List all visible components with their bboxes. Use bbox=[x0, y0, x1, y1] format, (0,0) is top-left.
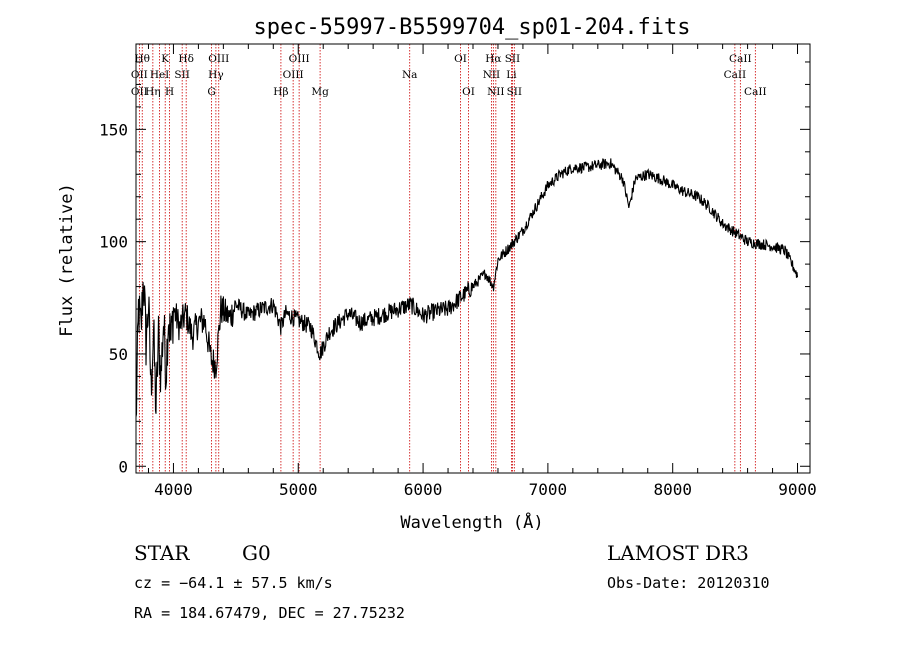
spectral-line-label: Hθ bbox=[134, 53, 149, 65]
spectral-line-label: G bbox=[207, 86, 215, 98]
x-tick-label: 8000 bbox=[653, 480, 692, 499]
spectral-line-label: H bbox=[165, 86, 174, 98]
x-axis-label: Wavelength (Å) bbox=[400, 511, 543, 533]
spectral-line-label: SII bbox=[507, 86, 523, 98]
y-tick-label: 50 bbox=[109, 345, 128, 364]
spectral-line-label: OIII bbox=[289, 53, 310, 65]
spectral-line-label: OII bbox=[131, 69, 148, 81]
spectral-line-label: CaII bbox=[744, 86, 767, 98]
obs-date: Obs-Date: 20120310 bbox=[607, 574, 770, 592]
spectral-line-label: NII bbox=[483, 69, 500, 81]
spectral-line-label: Hδ bbox=[178, 53, 193, 65]
spectral-line-label: SII bbox=[505, 53, 521, 65]
spectral-line-label: K bbox=[161, 53, 169, 65]
y-tick-label: 0 bbox=[118, 457, 128, 476]
x-tick-label: 7000 bbox=[529, 480, 568, 499]
spectral-line-label: Hη bbox=[145, 86, 160, 98]
x-tick-label: 4000 bbox=[154, 480, 193, 499]
spectral-line-label: HeI bbox=[150, 69, 170, 81]
y-axis-ticks: 0 50 100 150 bbox=[99, 61, 810, 476]
x-axis-ticks: 4000 5000 6000 7000 8000 9000 bbox=[147, 44, 817, 499]
redshift-text: cz = −64.1 ± 57.5 km/s bbox=[134, 574, 333, 592]
spectral-line-label: OII bbox=[131, 86, 148, 98]
spectral-line-label: Li bbox=[506, 69, 517, 81]
y-tick-label: 150 bbox=[99, 120, 128, 139]
survey-name: LAMOST DR3 bbox=[607, 541, 749, 565]
spectral-line-label: CaII bbox=[729, 53, 752, 65]
x-tick-label: 6000 bbox=[404, 480, 443, 499]
spectral-line-label: Hα bbox=[485, 53, 501, 65]
spectral-line-label: OIII bbox=[283, 69, 304, 81]
spectrum-series bbox=[135, 158, 799, 417]
spectral-line-label: OI bbox=[462, 86, 475, 98]
spectral-line-label: Mg bbox=[311, 86, 329, 98]
x-tick-label: 5000 bbox=[279, 480, 318, 499]
spectral-line-label: Hβ bbox=[273, 86, 288, 98]
spectral-line-label: SII bbox=[174, 69, 190, 81]
plot-frame bbox=[135, 43, 811, 474]
coordinates-text: RA = 184.67479, DEC = 27.75232 bbox=[134, 604, 405, 622]
spectral-line-markers bbox=[138, 44, 756, 473]
spectral-line-label: NII bbox=[487, 86, 504, 98]
spectrum-line bbox=[135, 158, 799, 417]
object-class: STAR bbox=[134, 541, 190, 565]
x-tick-label: 9000 bbox=[778, 480, 817, 499]
spectral-line-label: OI bbox=[454, 53, 467, 65]
spectral-line-label: OIII bbox=[208, 53, 229, 65]
y-tick-label: 100 bbox=[99, 233, 128, 252]
spectral-line-label: CaII bbox=[724, 69, 747, 81]
chart-title: spec-55997-B5599704_sp01-204.fits bbox=[253, 15, 690, 40]
object-subclass: G0 bbox=[242, 541, 271, 565]
spectral-line-label: Na bbox=[402, 69, 417, 81]
y-axis-label: Flux (relative) bbox=[57, 183, 77, 337]
spectral-line-label: Hγ bbox=[208, 69, 223, 81]
